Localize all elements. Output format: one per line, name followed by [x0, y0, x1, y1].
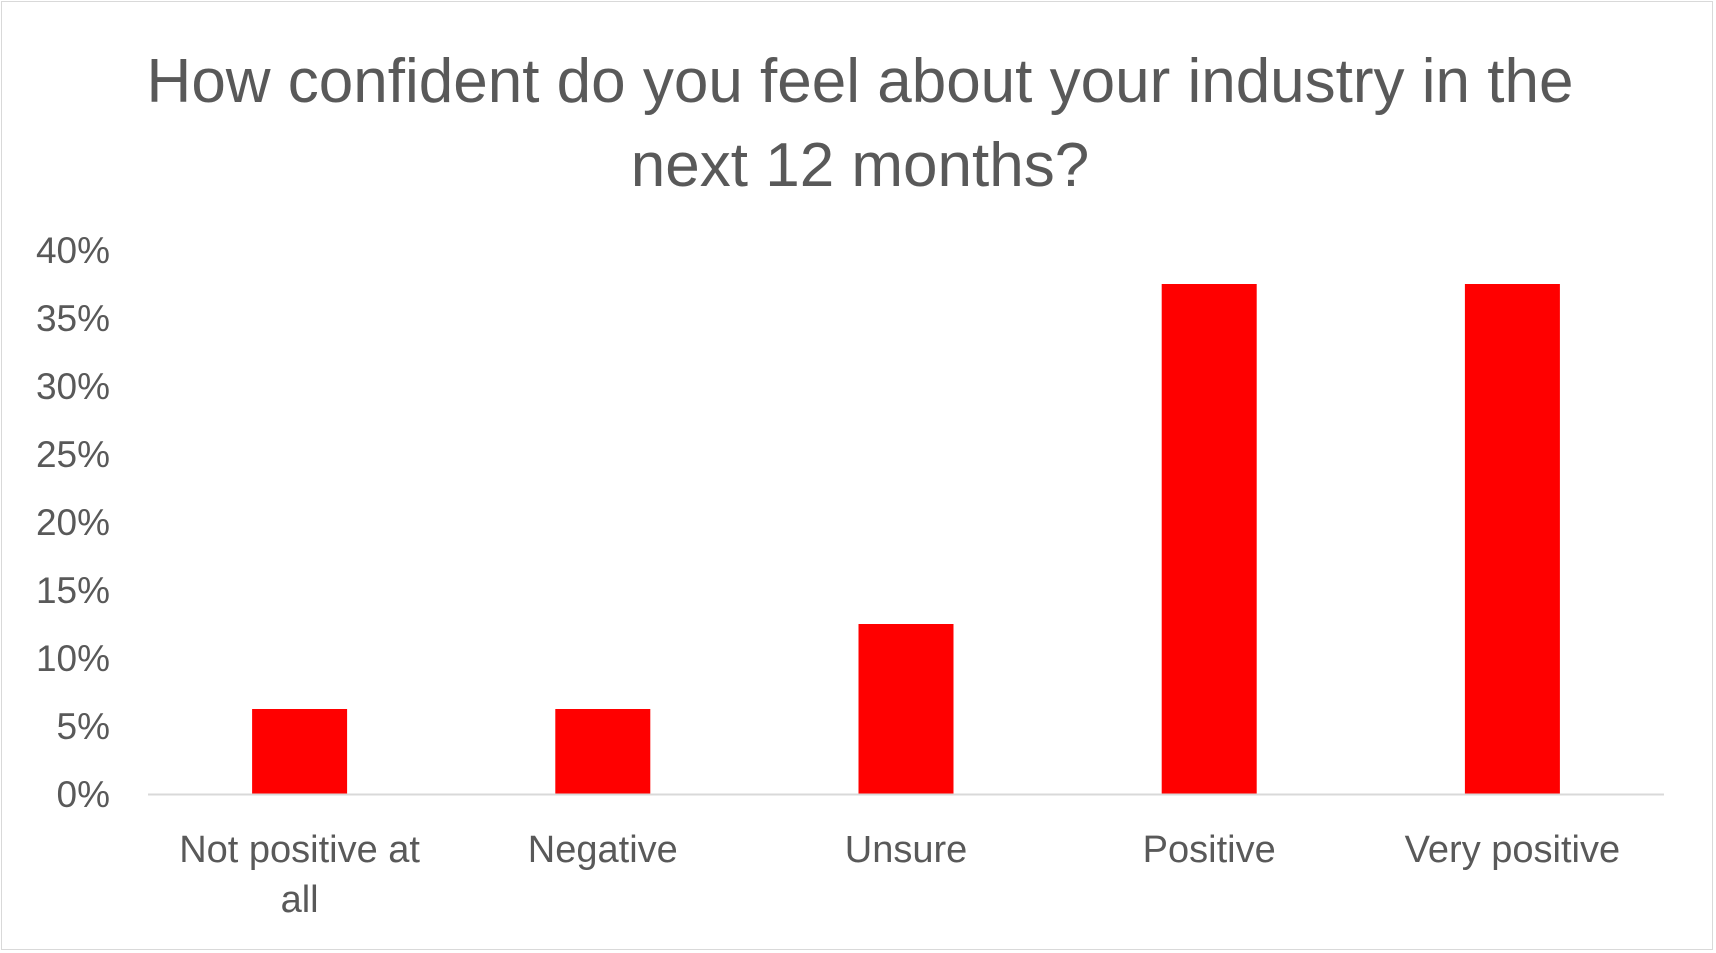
y-axis-ticks: 0% 5% 10% 15% 20% 25% 30% 35% 40%: [36, 230, 110, 815]
y-tick-label: 10%: [36, 638, 110, 679]
bar: [1161, 284, 1257, 794]
chart-title: How confident do you feel about your ind…: [146, 47, 1574, 200]
bar: [555, 709, 651, 794]
x-axis-labels: Not positive at all Negative Unsure Positive…: [179, 829, 1620, 921]
y-tick-label: 25%: [36, 434, 110, 475]
y-tick-label: 0%: [57, 774, 110, 815]
y-tick-label: 30%: [36, 366, 110, 407]
bar: [858, 624, 954, 794]
x-category-label: Negative: [528, 829, 678, 871]
x-category-label: Very positive: [1405, 829, 1620, 871]
y-tick-label: 20%: [36, 502, 110, 543]
y-tick-label: 35%: [36, 298, 110, 339]
x-category-label: Unsure: [845, 829, 968, 871]
bar: [1464, 284, 1560, 794]
y-tick-label: 40%: [36, 230, 110, 271]
x-category-label: Not positive at all: [179, 829, 420, 921]
x-category-label: Positive: [1143, 829, 1276, 871]
bars: [252, 284, 1560, 794]
y-tick-label: 15%: [36, 570, 110, 611]
bar: [252, 709, 348, 794]
y-tick-label: 5%: [57, 706, 110, 747]
